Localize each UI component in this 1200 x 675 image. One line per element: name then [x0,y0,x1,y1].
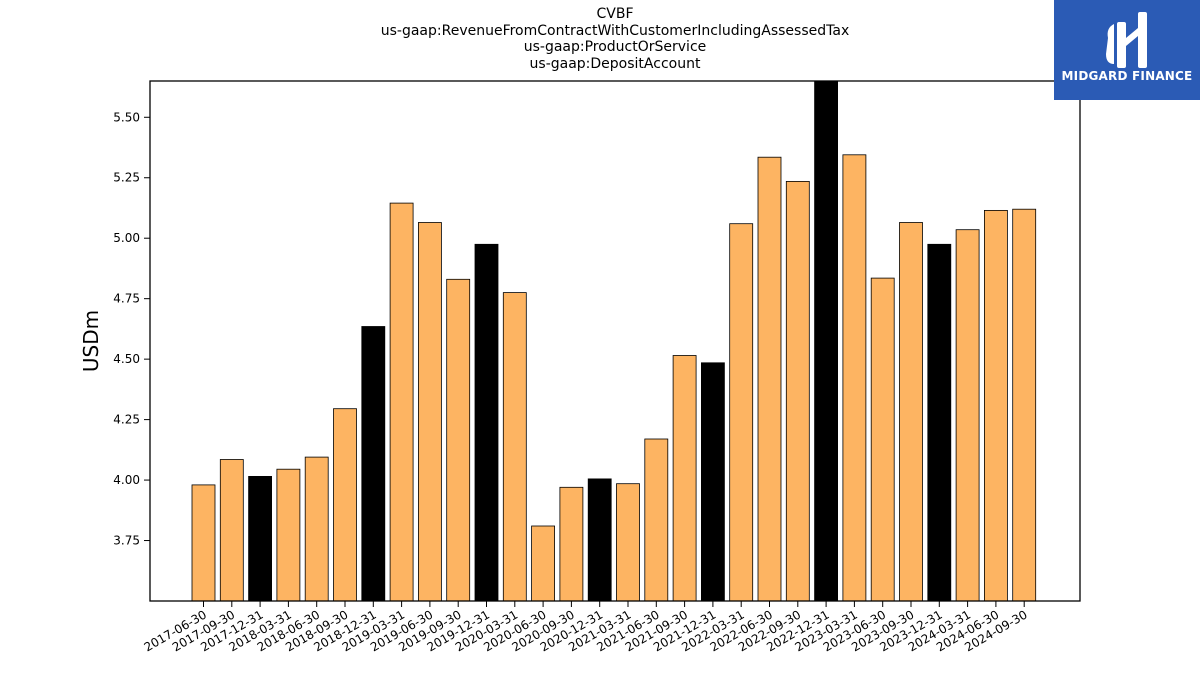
bar-2020-12-31 [587,478,612,602]
y-axis-label: USDm [79,310,103,372]
bar-2020-09-30 [559,486,584,602]
bar-2020-03-31 [502,292,527,602]
bar-2019-06-30 [417,222,442,602]
y-tick-label: 3.75 [113,534,140,548]
title-line-ticker: CVBF [596,6,634,22]
bar-2023-09-30 [899,222,923,602]
bar-2023-12-31 [927,243,952,602]
logo-mark-icon [1106,12,1147,68]
logo-text: MIDGARD FINANCE [1061,69,1193,83]
bar-2018-06-30 [304,456,329,602]
title-line-axis: us-gaap:ProductOrService [523,39,707,55]
y-tick-label: 4.00 [113,473,140,487]
title-line-member: us-gaap:DepositAccount [529,55,701,72]
y-tick-label: 4.50 [113,352,140,366]
bar-2024-03-31 [955,229,980,602]
bar-2021-06-30 [644,438,669,602]
chart-title: CVBF us-gaap:RevenueFromContractWithCust… [150,6,1080,72]
bar-2024-06-30 [984,209,1008,602]
bar-2017-06-30 [191,484,216,602]
bar-2017-09-30 [219,459,244,602]
bar-2018-09-30 [333,408,357,602]
y-tick-label: 5.50 [113,110,140,124]
bar-2022-12-31 [814,80,838,602]
y-tick-label: 4.25 [113,413,140,427]
bar-2018-12-31 [361,326,386,602]
y-axis: 3.75 4.00 4.25 4.50 4.75 5.00 5.25 5.50 [113,110,150,548]
bar-2022-09-30 [785,180,810,602]
plot-frame [149,80,1081,602]
bar-2021-12-31 [701,362,725,602]
title-line-concept: us-gaap:RevenueFromContractWithCustomerI… [380,22,850,39]
bar-2021-03-31 [616,483,640,602]
bar-2023-03-31 [842,154,867,602]
bars-group [191,80,1037,602]
y-tick-label: 5.00 [113,231,140,245]
y-tick-label: 5.25 [113,171,140,185]
bar-2017-12-31 [248,475,273,602]
y-tick-label: 4.75 [113,292,140,306]
bar-2024-09-30 [1012,208,1037,602]
bar-2019-09-30 [446,278,471,602]
bar-2020-06-30 [531,525,555,602]
bar-2019-03-31 [389,202,414,602]
bar-2018-03-31 [276,468,301,602]
midgard-finance-logo: MIDGARD FINANCE [1054,0,1200,100]
bar-2022-03-31 [729,223,754,602]
bar-2023-06-30 [870,277,895,602]
x-axis: 2017-06-302017-09-302017-12-312018-03-31… [142,601,1030,654]
bar-2019-12-31 [474,243,499,602]
bar-2022-06-30 [757,156,782,602]
bar-2021-09-30 [672,355,697,602]
